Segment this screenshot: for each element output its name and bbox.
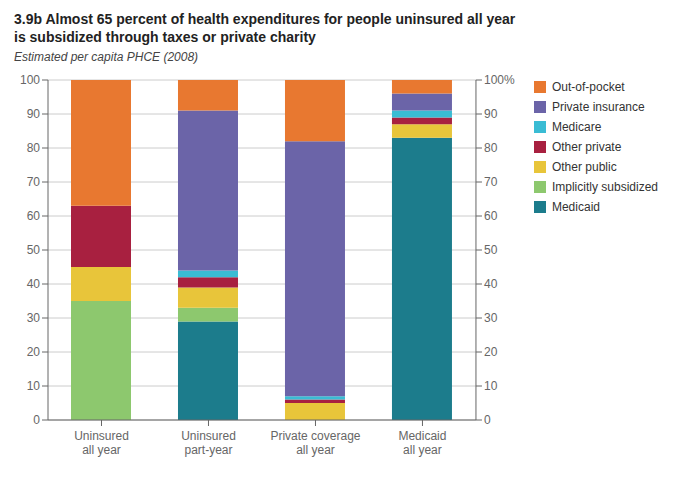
svg-text:40: 40 — [484, 277, 498, 291]
svg-text:Medicaidall year: Medicaidall year — [398, 429, 446, 457]
svg-text:30: 30 — [27, 311, 41, 325]
html-text:Other private: Other private — [552, 140, 622, 154]
svg-text:20: 20 — [27, 345, 41, 359]
html-text:Medicaid: Medicaid — [552, 200, 600, 214]
svg-text:90: 90 — [484, 107, 498, 121]
svg-text:0: 0 — [33, 413, 40, 427]
svg-text:60: 60 — [27, 209, 41, 223]
svg-text:Private coverageall year: Private coverageall year — [270, 429, 360, 457]
svg-text:90: 90 — [27, 107, 41, 121]
svg-text:80: 80 — [484, 141, 498, 155]
html-text:3.9b Almost 65 percent of heal: 3.9b Almost 65 percent of health expendi… — [14, 11, 516, 27]
html-text:Medicare: Medicare — [552, 120, 602, 134]
svg-text:100: 100 — [20, 73, 40, 87]
svg-text:100%: 100% — [484, 73, 515, 87]
svg-text:10: 10 — [27, 379, 41, 393]
svg-text:Uninsuredall year: Uninsuredall year — [74, 429, 129, 457]
svg-text:60: 60 — [484, 209, 498, 223]
svg-text:20: 20 — [484, 345, 498, 359]
svg-text:Uninsuredpart-year: Uninsuredpart-year — [181, 429, 236, 457]
html-text:Private insurance: Private insurance — [552, 100, 645, 114]
svg-text:0: 0 — [484, 413, 491, 427]
svg-text:80: 80 — [27, 141, 41, 155]
html-text:is subsidized through taxes or: is subsidized through taxes or private c… — [14, 29, 316, 45]
svg-text:70: 70 — [484, 175, 498, 189]
svg-text:30: 30 — [484, 311, 498, 325]
svg-text:10: 10 — [484, 379, 498, 393]
svg-text:50: 50 — [484, 243, 498, 257]
svg-text:50: 50 — [27, 243, 41, 257]
svg-text:70: 70 — [27, 175, 41, 189]
svg-text:40: 40 — [27, 277, 41, 291]
html-text:Implicitly subsidized: Implicitly subsidized — [552, 180, 658, 194]
html-text:Out-of-pocket: Out-of-pocket — [552, 80, 625, 94]
html-text:Other public: Other public — [552, 160, 617, 174]
html-text:Estimated per capita PHCE (200: Estimated per capita PHCE (2008) — [14, 50, 199, 64]
